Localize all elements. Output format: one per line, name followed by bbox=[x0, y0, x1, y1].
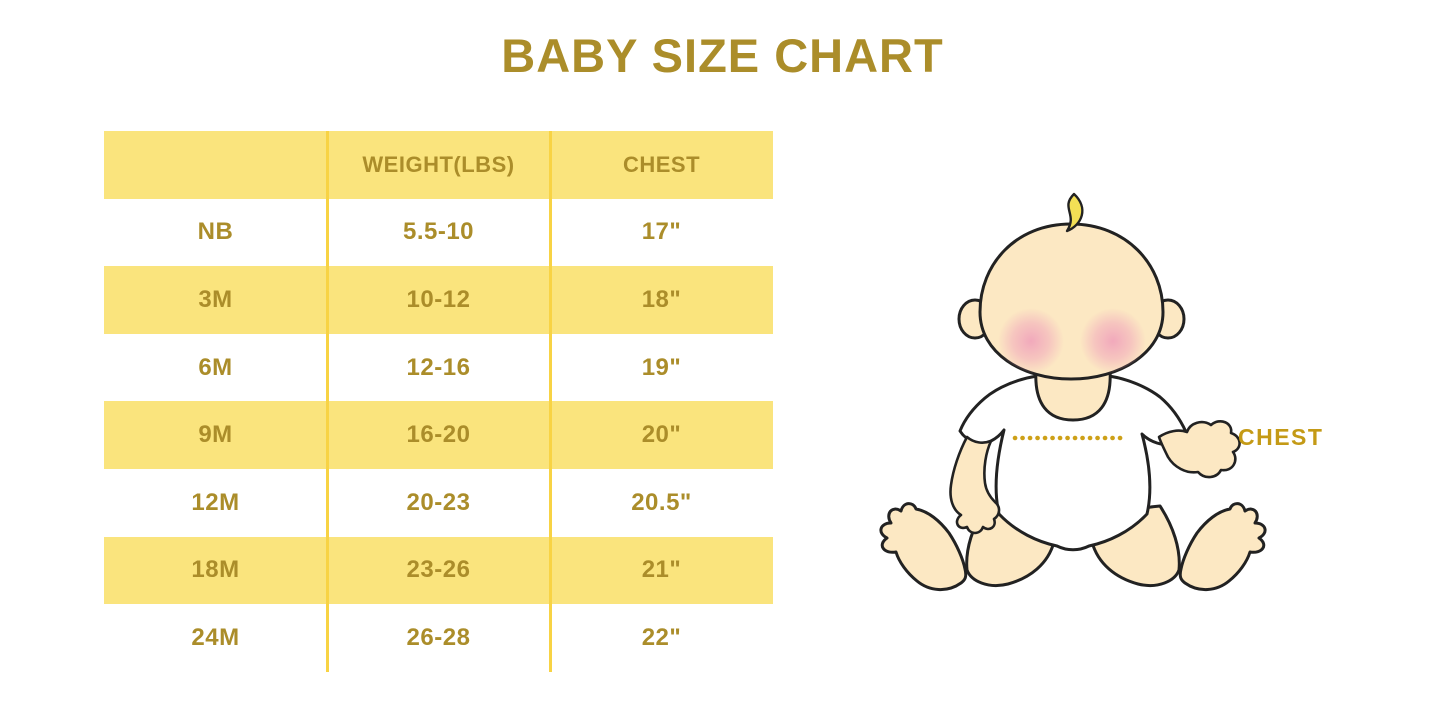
weight-cell: 12-16 bbox=[406, 353, 471, 381]
baby-blush-left bbox=[998, 308, 1064, 374]
weight-cell: 23-26 bbox=[406, 556, 471, 584]
baby-blush-right bbox=[1080, 308, 1146, 374]
table-row: 24M 26-28 22" bbox=[104, 604, 773, 672]
size-cell: 3M bbox=[198, 285, 233, 313]
column-header-chest: CHEST bbox=[622, 151, 701, 177]
weight-cell: 26-28 bbox=[406, 623, 471, 651]
chest-cell: 19" bbox=[641, 353, 682, 381]
size-cell: 18M bbox=[191, 556, 240, 584]
weight-cell: 10-12 bbox=[406, 285, 471, 313]
chest-cell: 20.5" bbox=[631, 488, 692, 516]
column-header-weight: WEIGHT(LBS) bbox=[362, 151, 515, 177]
baby-arm-left bbox=[949, 435, 1001, 535]
size-cell: 24M bbox=[191, 623, 240, 651]
size-cell: NB bbox=[197, 218, 234, 246]
chest-cell: 21" bbox=[641, 556, 682, 584]
column-divider bbox=[326, 131, 329, 672]
table-row: 18M 23-26 21" bbox=[104, 536, 773, 605]
size-cell: 6M bbox=[198, 353, 233, 381]
table-row: 6M 12-16 19" bbox=[104, 334, 773, 402]
page-title: BABY SIZE CHART bbox=[501, 29, 944, 82]
chest-cell: 18" bbox=[641, 285, 682, 313]
chest-measurement-label: CHEST bbox=[1238, 424, 1324, 450]
column-divider bbox=[549, 131, 552, 672]
size-cell: 12M bbox=[191, 488, 240, 516]
baby-arm-right-fist bbox=[1157, 420, 1241, 479]
size-table: WEIGHT(LBS) CHEST NB 5.5-10 17" 3M 10-12… bbox=[104, 131, 773, 672]
weight-cell: 16-20 bbox=[406, 421, 471, 449]
chest-cell: 22" bbox=[641, 623, 682, 651]
table-row: 3M 10-12 18" bbox=[104, 266, 773, 334]
weight-cell: 20-23 bbox=[406, 488, 471, 516]
baby-hair-curl bbox=[1065, 192, 1084, 233]
table-header-row: WEIGHT(LBS) CHEST bbox=[104, 131, 773, 199]
size-cell: 9M bbox=[198, 421, 233, 449]
table-row: NB 5.5-10 17" bbox=[104, 199, 773, 267]
chest-cell: 20" bbox=[641, 421, 682, 449]
table-row: 9M 16-20 20" bbox=[104, 401, 773, 469]
baby-illustration bbox=[879, 192, 1267, 592]
weight-cell: 5.5-10 bbox=[402, 218, 475, 246]
chest-cell: 17" bbox=[641, 218, 682, 246]
table-row: 12M 20-23 20.5" bbox=[104, 469, 773, 537]
